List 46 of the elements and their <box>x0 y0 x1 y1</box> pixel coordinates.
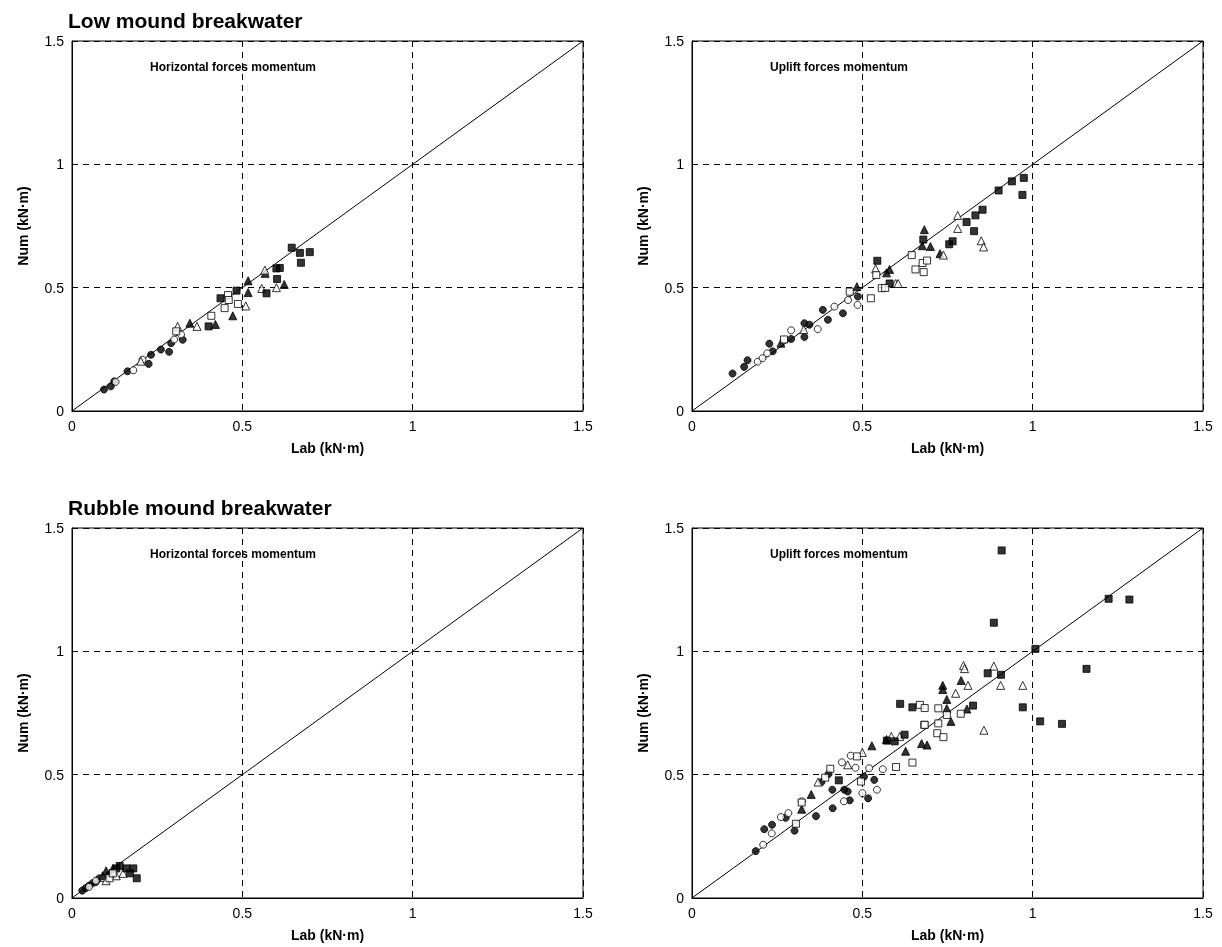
chart-title: Rubble mound breakwater <box>68 496 332 519</box>
y-tick-label: 0.5 <box>44 766 65 783</box>
x-tick-label: 1.5 <box>573 418 593 434</box>
y-axis-title: Num (kN·m) <box>15 673 31 753</box>
y-axis-title: Num (kN·m) <box>15 186 31 266</box>
x-tick-label: 0.5 <box>852 905 873 921</box>
annotation: Uplift forces momentum <box>770 547 909 561</box>
chart-title: Low mound breakwater <box>68 9 303 32</box>
y-tick-label: 1 <box>56 156 65 173</box>
y-tick-label: 1 <box>676 156 685 173</box>
x-tick-label: 1 <box>408 905 417 921</box>
annotation: Horizontal forces momentum <box>150 60 317 74</box>
y-tick-label: 0 <box>676 890 685 906</box>
annotation: Uplift forces momentum <box>770 60 909 74</box>
y-tick-label: 0.5 <box>44 279 65 296</box>
x-tick-label: 1.5 <box>1193 905 1213 921</box>
y-tick-label: 1.5 <box>44 520 65 536</box>
x-tick-label: 0 <box>688 905 697 921</box>
y-axis-title: Num (kN·m) <box>635 673 651 753</box>
y-tick-label: 1.5 <box>44 33 65 49</box>
annotation: Horizontal forces momentum <box>150 547 317 561</box>
x-tick-label: 0.5 <box>852 418 873 434</box>
y-tick-label: 1 <box>676 643 685 660</box>
x-tick-label: 1 <box>1028 418 1037 434</box>
x-tick-label: 0.5 <box>232 905 253 921</box>
y-tick-label: 0 <box>676 403 685 419</box>
x-tick-label: 1.5 <box>1193 418 1213 434</box>
x-tick-label: 1 <box>408 418 417 434</box>
x-tick-label: 0 <box>68 418 77 434</box>
x-axis-title: Lab (kN·m) <box>910 440 985 456</box>
y-tick-label: 1.5 <box>664 33 685 49</box>
x-tick-label: 0 <box>688 418 697 434</box>
x-tick-label: 1 <box>1028 905 1037 921</box>
y-tick-label: 0.5 <box>664 279 685 296</box>
y-tick-label: 0.5 <box>664 766 685 783</box>
x-axis-title: Lab (kN·m) <box>290 927 365 943</box>
x-tick-label: 0 <box>68 905 77 921</box>
y-tick-label: 1.5 <box>664 520 685 536</box>
x-axis-title: Lab (kN·m) <box>910 927 985 943</box>
y-tick-label: 0 <box>56 890 65 906</box>
x-tick-label: 0.5 <box>232 418 253 434</box>
x-axis-title: Lab (kN·m) <box>290 440 365 456</box>
x-tick-label: 1.5 <box>573 905 593 921</box>
y-axis-title: Num (kN·m) <box>635 186 651 266</box>
y-tick-label: 0 <box>56 403 65 419</box>
y-tick-label: 1 <box>56 643 65 660</box>
